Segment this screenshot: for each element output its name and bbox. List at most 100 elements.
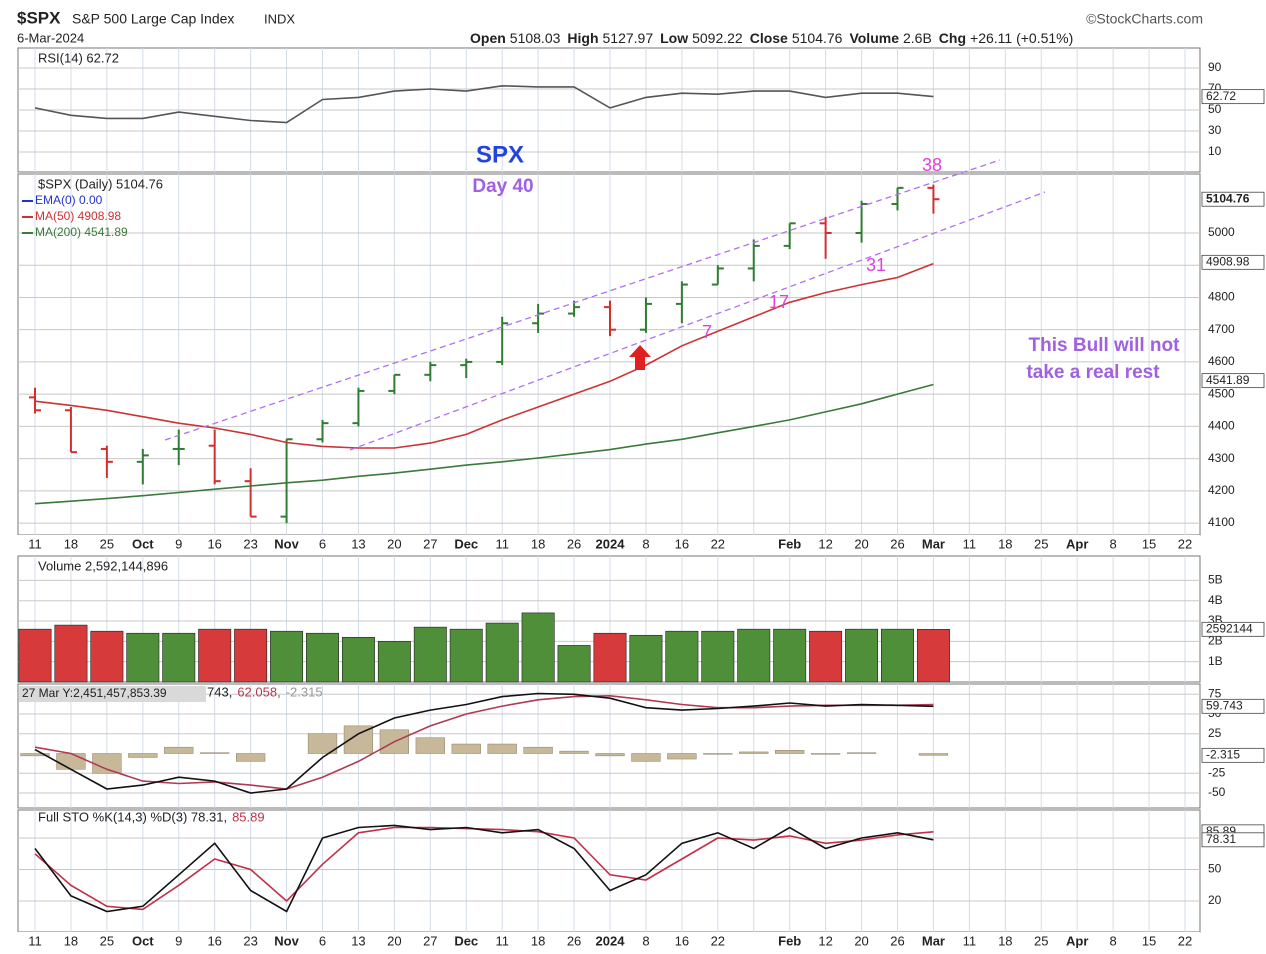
- legend-entry: -2.315: [286, 684, 323, 699]
- histogram-bar: [200, 752, 230, 754]
- histogram-bar: [667, 753, 697, 760]
- x-tick-label: Nov: [274, 536, 299, 551]
- x-tick-label: 11: [495, 933, 509, 948]
- value-label: 78.31: [1206, 832, 1236, 846]
- legend-entry: 743,: [207, 684, 232, 699]
- legend-entry: 62.058,: [237, 684, 280, 699]
- y-tick-label: 90: [1208, 60, 1222, 74]
- x-tick-label: 23: [243, 536, 257, 551]
- x-tick-label: 16: [207, 536, 221, 551]
- panel-title: Volume 2,592,144,896: [38, 558, 168, 573]
- x-tick-label: 8: [1110, 536, 1117, 551]
- histogram-bar: [164, 746, 194, 754]
- y-tick-label: 75: [1208, 686, 1222, 700]
- quote-label: Open: [470, 30, 506, 46]
- quote-line: Open 5108.03 High 5127.97 Low 5092.22 Close 510…: [470, 30, 1073, 46]
- panel-title: 85.89: [232, 809, 265, 824]
- x-tick-label: 13: [351, 536, 365, 551]
- x-tick-label: 12: [818, 933, 832, 948]
- x-tick-label: 18: [64, 536, 78, 551]
- x-tick-label: 18: [998, 536, 1012, 551]
- volume-bar: [881, 628, 914, 683]
- annotation: SPX: [476, 141, 524, 168]
- panel: [17, 173, 1201, 536]
- value-box: [1201, 621, 1265, 637]
- x-tick-label: 16: [675, 933, 689, 948]
- x-tick-label: 15: [1142, 933, 1156, 948]
- x-tick-label: 15: [1142, 536, 1156, 551]
- series-line: [34, 84, 934, 124]
- series-line: [34, 826, 934, 911]
- value-box: [1201, 698, 1265, 714]
- histogram-bar: [236, 753, 266, 762]
- quote-label: Close: [750, 30, 788, 46]
- index-name: S&P 500 Large Cap Index: [72, 11, 234, 27]
- value-box: [1201, 89, 1265, 105]
- x-tick-label: 20: [387, 933, 401, 948]
- volume-bar: [126, 632, 160, 683]
- volume-bar: [557, 645, 591, 683]
- y-tick-label: 10: [1208, 144, 1222, 158]
- quote-value: 5092.22: [692, 30, 743, 46]
- x-tick-label: 8: [1110, 933, 1117, 948]
- volume-bar: [593, 632, 627, 683]
- y-tick-label: 4600: [1208, 354, 1235, 368]
- histogram-bar: [631, 753, 661, 762]
- x-tick-label: 11: [28, 536, 42, 551]
- histogram-bar: [415, 737, 445, 754]
- x-tick-label: 26: [567, 933, 581, 948]
- histogram-bar: [523, 746, 553, 754]
- y-tick-label: 50: [1208, 862, 1222, 876]
- legend-entry: MA(50) 4908.98: [35, 209, 121, 223]
- x-tick-label: 22: [1178, 536, 1192, 551]
- series-line: [34, 694, 934, 790]
- x-tick-label: 26: [890, 933, 904, 948]
- tooltip-box: [19, 686, 206, 702]
- y-tick-label: 1B: [1208, 654, 1223, 668]
- x-tick-label: Apr: [1066, 536, 1088, 551]
- x-tick-label: 11: [495, 536, 509, 551]
- volume-bar: [270, 630, 304, 683]
- histogram-bar: [20, 753, 50, 757]
- value-label: 4908.98: [1206, 254, 1250, 268]
- volume-bar: [737, 628, 771, 683]
- volume-bar: [916, 629, 950, 683]
- source: ©StockCharts.com: [1086, 11, 1203, 27]
- volume-bar: [485, 622, 519, 683]
- value-label: 4541.89: [1206, 373, 1250, 387]
- y-tick-label: 5B: [1208, 573, 1223, 587]
- histogram-bar: [739, 751, 769, 754]
- value-label: -2.315: [1206, 748, 1240, 762]
- x-tick-label: Feb: [778, 933, 801, 948]
- panel-title: $SPX (Daily) 5104.76: [38, 176, 163, 191]
- x-tick-label: 27: [423, 933, 437, 948]
- volume-bar: [306, 632, 339, 683]
- x-tick-label: 25: [100, 933, 114, 948]
- volume-bar: [413, 626, 447, 683]
- histogram-bar: [56, 753, 86, 770]
- x-tick-label: 11: [963, 536, 977, 551]
- histogram-bar: [128, 753, 158, 758]
- quote-label: High: [567, 30, 598, 46]
- x-tick-label: 26: [890, 536, 904, 551]
- x-tick-label: Dec: [454, 536, 478, 551]
- x-tick-label: 12: [818, 536, 832, 551]
- series-line: [34, 824, 934, 913]
- x-tick-label: 9: [175, 933, 182, 948]
- x-tick-label: Oct: [132, 933, 154, 948]
- x-tick-label: 22: [711, 536, 725, 551]
- legend-entry: EMA(0) 0.00: [35, 193, 103, 207]
- volume-bar: [449, 628, 483, 683]
- x-tick-label: 20: [387, 536, 401, 551]
- x-tick-label: 8: [642, 536, 649, 551]
- x-tick-label: 22: [711, 933, 725, 948]
- annotation: 17: [769, 292, 789, 312]
- y-tick-label: 5000: [1208, 225, 1235, 239]
- volume-bar: [18, 628, 52, 683]
- value-label: 59.743: [1206, 698, 1243, 712]
- y-tick-label: -25: [1208, 765, 1226, 779]
- arrow: [629, 345, 651, 370]
- value-box: [1201, 373, 1265, 389]
- volume-bar: [629, 634, 663, 683]
- quote-value: 5108.03: [510, 30, 561, 46]
